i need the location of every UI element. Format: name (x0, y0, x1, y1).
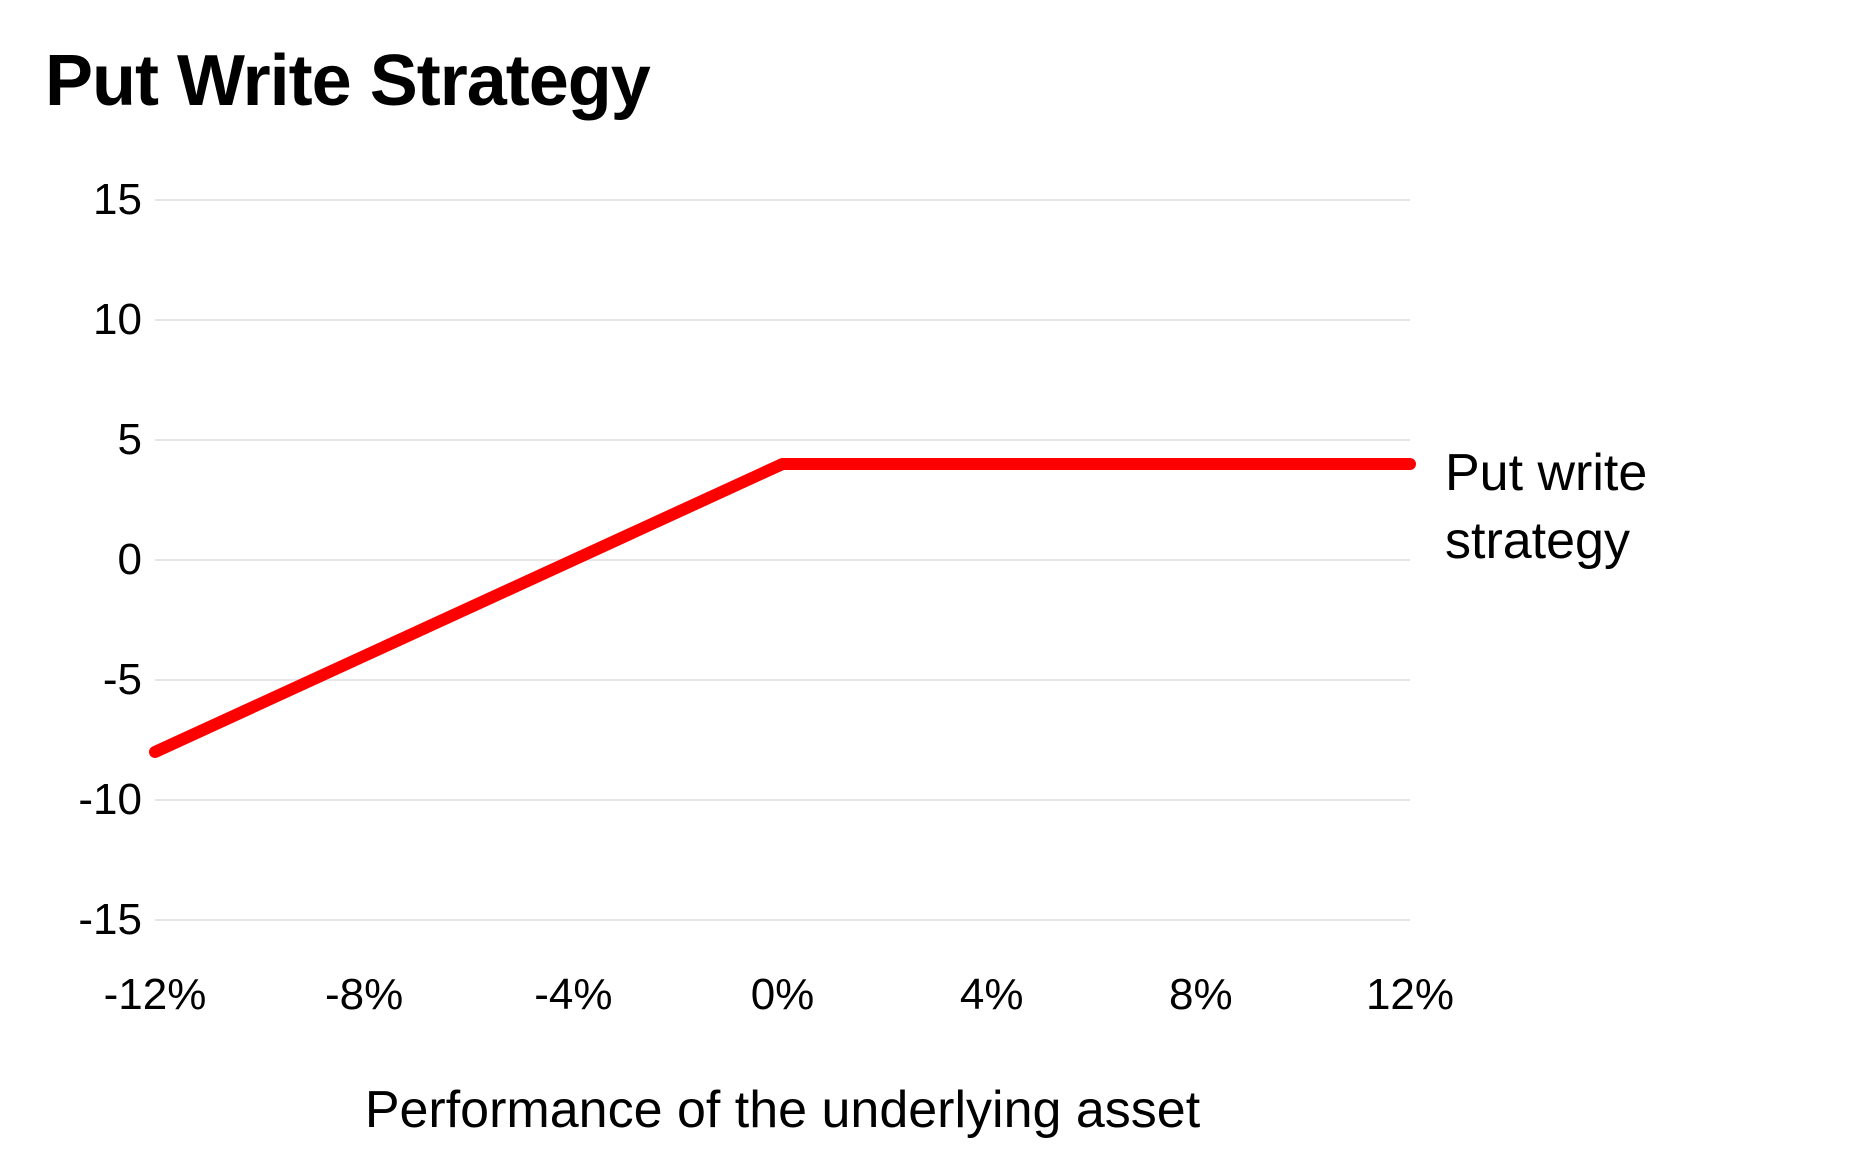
put-write-chart: Put Write Strategy 15 10 5 0 -5 -10 -15 … (0, 0, 1862, 1174)
y-tick-label: -15 (12, 895, 142, 945)
series-line (155, 200, 1410, 920)
x-tick-label: -4% (534, 970, 612, 1020)
x-tick-label: -8% (325, 970, 403, 1020)
x-tick-label: -12% (104, 970, 207, 1020)
legend-label: Put write strategy (1445, 440, 1825, 575)
x-tick-label: 4% (960, 970, 1024, 1020)
y-tick-label: 10 (12, 295, 142, 345)
chart-title: Put Write Strategy (45, 40, 650, 122)
y-tick-label: -10 (12, 775, 142, 825)
x-axis-title: Performance of the underlying asset (155, 1080, 1410, 1140)
x-tick-label: 0% (751, 970, 815, 1020)
x-tick-label: 8% (1169, 970, 1233, 1020)
y-tick-label: 0 (12, 535, 142, 585)
y-tick-label: -5 (12, 655, 142, 705)
y-tick-label: 15 (12, 175, 142, 225)
plot-area (155, 200, 1410, 920)
x-tick-label: 12% (1366, 970, 1454, 1020)
y-tick-label: 5 (12, 415, 142, 465)
